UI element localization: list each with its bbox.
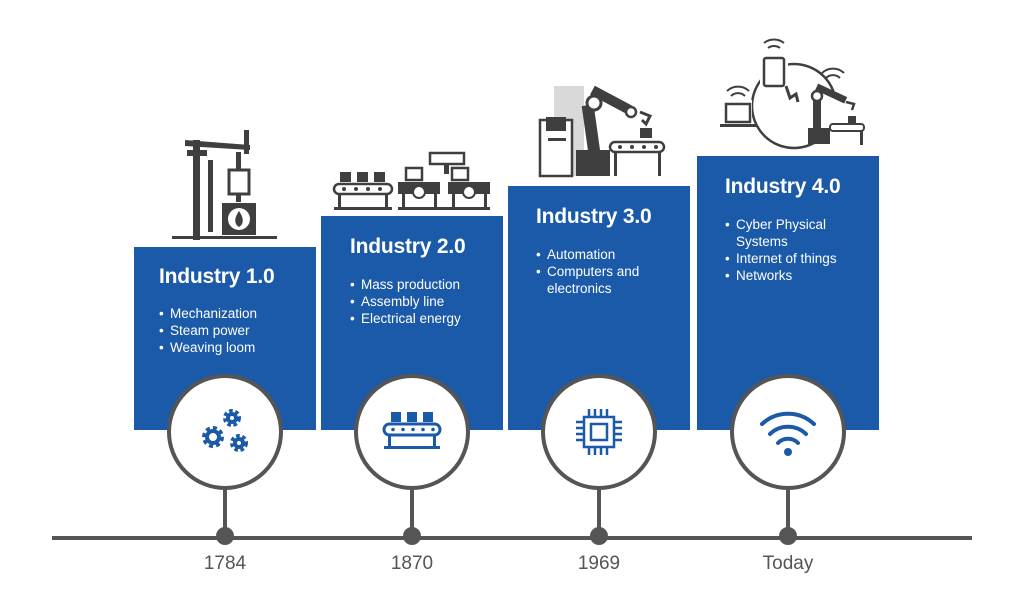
year-label-1969: 1969 bbox=[577, 553, 621, 574]
bullet-item: Cyber Physical bbox=[725, 216, 837, 233]
bullet-item: Mass production bbox=[350, 276, 461, 293]
wifi-icon bbox=[760, 411, 816, 456]
bullet-item: Assembly line bbox=[350, 293, 461, 310]
conveyor-belt-icon bbox=[382, 412, 442, 449]
steam-engine-illustration bbox=[172, 130, 277, 240]
assembly-line-illustration bbox=[332, 151, 490, 210]
stage-2-marker bbox=[354, 374, 470, 545]
gears-icon bbox=[202, 409, 248, 452]
bullet-item: Steam power bbox=[159, 322, 257, 339]
year-label-1870: 1870 bbox=[390, 553, 434, 574]
bullet-item: Automation bbox=[536, 246, 639, 263]
industry-4-title: Industry 4.0 bbox=[725, 175, 841, 198]
year-label-today: Today bbox=[762, 553, 814, 574]
stage-4-marker bbox=[730, 374, 846, 545]
industry-3-bullets: Automation Computers and electronics bbox=[536, 246, 639, 297]
bullet-item: Networks bbox=[725, 267, 837, 284]
bullet-item: Internet of things bbox=[725, 250, 837, 267]
bullet-item: Electrical energy bbox=[350, 310, 461, 327]
stage-1-marker bbox=[167, 374, 283, 545]
year-label-1784: 1784 bbox=[203, 553, 247, 574]
stage-3-marker bbox=[541, 374, 657, 545]
industry-1-title: Industry 1.0 bbox=[159, 265, 275, 288]
bullet-item: Computers and bbox=[536, 263, 639, 280]
timeline-axis bbox=[52, 536, 972, 540]
bullet-item: Weaving loom bbox=[159, 339, 257, 356]
connected-devices-illustration bbox=[716, 38, 865, 150]
microchip-icon bbox=[576, 409, 622, 455]
bullet-item: Systems bbox=[736, 234, 788, 249]
industry-4-bullets: Cyber Physical Systems Internet of thing… bbox=[725, 216, 837, 284]
industry-1-bullets: Mechanization Steam power Weaving loom bbox=[159, 305, 257, 356]
industry-3-title: Industry 3.0 bbox=[536, 205, 652, 228]
industry-2-title: Industry 2.0 bbox=[350, 235, 466, 258]
industry-2-bullets: Mass production Assembly line Electrical… bbox=[350, 276, 461, 327]
robot-arm-computer-illustration bbox=[538, 85, 666, 178]
bullet-item: electronics bbox=[547, 281, 612, 296]
bullet-item: Mechanization bbox=[159, 305, 257, 322]
